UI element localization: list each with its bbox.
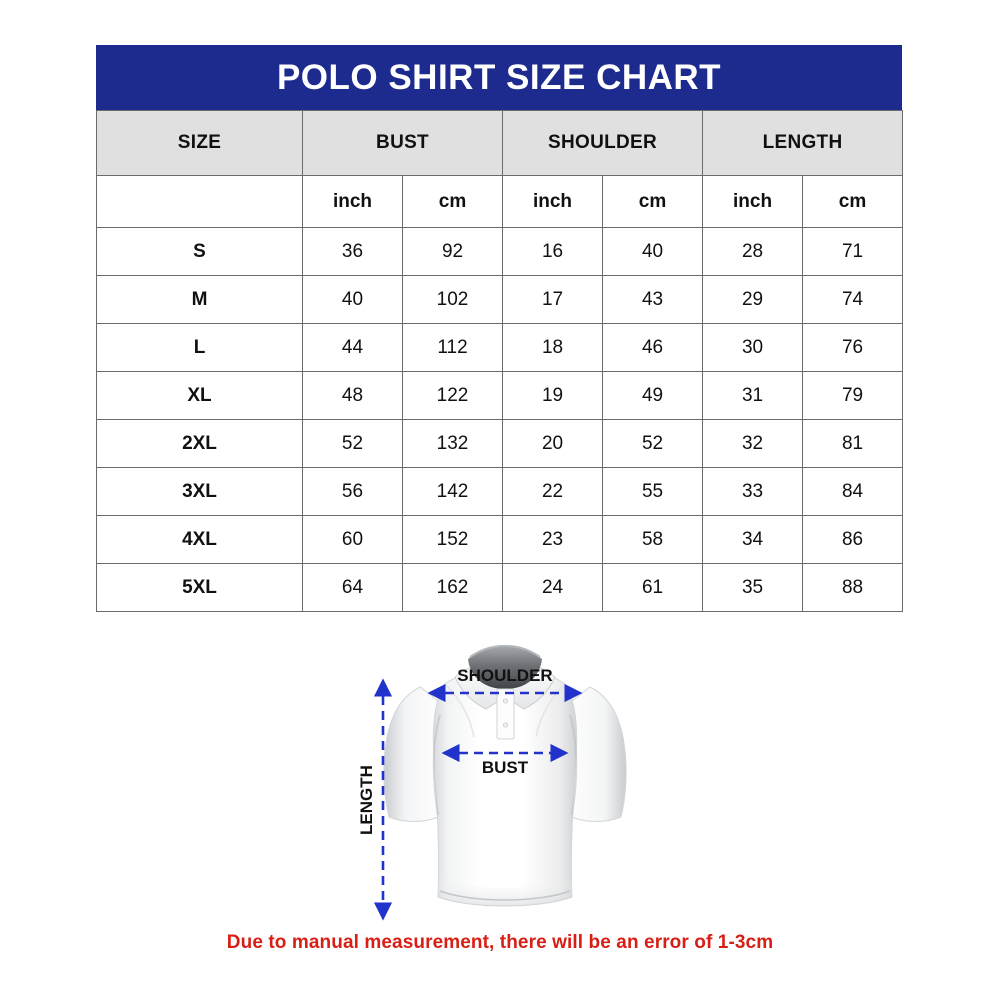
cell-bust-inch: 52 — [302, 419, 403, 468]
cell-shoulder-cm: 52 — [602, 419, 704, 468]
column-header-shoulder: SHOULDER — [502, 110, 704, 176]
unit-header-bust-inch: inch — [302, 175, 403, 228]
cell-bust-inch: 56 — [302, 467, 403, 516]
cell-size: M — [96, 275, 303, 324]
cell-bust-inch: 36 — [302, 227, 403, 276]
cell-bust-cm: 112 — [401, 323, 504, 372]
cell-length-cm: 81 — [802, 419, 904, 468]
table-row: 4XL 60 152 23 58 34 86 — [96, 515, 904, 564]
size-chart-container: POLO SHIRT SIZE CHART SIZE BUST SHOULDER… — [96, 45, 904, 612]
cell-length-cm: 86 — [802, 515, 904, 564]
cell-shoulder-inch: 16 — [502, 227, 604, 276]
cell-shoulder-inch: 24 — [502, 563, 604, 612]
cell-shoulder-cm: 43 — [602, 275, 704, 324]
cell-size: 2XL — [96, 419, 303, 468]
unit-header-bust-cm: cm — [401, 175, 504, 228]
column-header-length: LENGTH — [702, 110, 904, 176]
cell-length-cm: 76 — [802, 323, 904, 372]
cell-shoulder-inch: 18 — [502, 323, 604, 372]
cell-bust-cm: 142 — [401, 467, 504, 516]
page-title: POLO SHIRT SIZE CHART — [276, 58, 722, 97]
cell-size: XL — [96, 371, 303, 420]
cell-size: 5XL — [96, 563, 303, 612]
cell-shoulder-inch: 17 — [502, 275, 604, 324]
cell-bust-cm: 152 — [401, 515, 504, 564]
table-row: M 40 102 17 43 29 74 — [96, 275, 904, 324]
cell-shoulder-inch: 22 — [502, 467, 604, 516]
shirt-right-armhole — [569, 714, 578, 816]
cell-shoulder-cm: 55 — [602, 467, 704, 516]
cell-length-cm: 74 — [802, 275, 904, 324]
unit-header-length-cm: cm — [802, 175, 904, 228]
shirt-hem-line — [439, 890, 571, 901]
cell-size: 3XL — [96, 467, 303, 516]
cell-bust-inch: 64 — [302, 563, 403, 612]
length-label: LENGTH — [357, 765, 376, 835]
cell-bust-inch: 40 — [302, 275, 403, 324]
cell-length-inch: 32 — [702, 419, 804, 468]
cell-length-inch: 35 — [702, 563, 804, 612]
table-row: 2XL 52 132 20 52 32 81 — [96, 419, 904, 468]
table-unit-header-row: inch cm inch cm inch cm — [96, 175, 904, 228]
cell-length-inch: 31 — [702, 371, 804, 420]
shirt-collar-inner — [468, 645, 542, 689]
cell-size: S — [96, 227, 303, 276]
cell-shoulder-inch: 20 — [502, 419, 604, 468]
column-header-bust: BUST — [301, 110, 504, 176]
shirt-button-bottom — [502, 722, 508, 728]
cell-shoulder-inch: 19 — [502, 371, 604, 420]
cell-length-inch: 34 — [702, 515, 804, 564]
measurement-diagram: SHOULDER BUST LENGTH — [0, 625, 1000, 930]
shirt-collar-edge — [469, 644, 541, 658]
shirt-placket — [496, 688, 515, 740]
cell-bust-cm: 162 — [401, 563, 504, 612]
cell-bust-inch: 60 — [302, 515, 403, 564]
table-row: L 44 112 18 46 30 76 — [96, 323, 904, 372]
cell-shoulder-cm: 49 — [602, 371, 704, 420]
cell-length-inch: 30 — [702, 323, 804, 372]
cell-length-cm: 84 — [802, 467, 904, 516]
cell-shoulder-cm: 46 — [602, 323, 704, 372]
shirt-left-armhole — [432, 714, 441, 816]
cell-bust-inch: 48 — [302, 371, 403, 420]
unit-header-shoulder-cm: cm — [602, 175, 704, 228]
cell-shoulder-cm: 40 — [602, 227, 704, 276]
cell-length-inch: 28 — [702, 227, 804, 276]
cell-shoulder-cm: 58 — [602, 515, 704, 564]
chart-title-bar: POLO SHIRT SIZE CHART — [96, 45, 902, 110]
bust-label: BUST — [482, 758, 529, 777]
size-chart-table: SIZE BUST SHOULDER LENGTH inch cm inch c… — [96, 110, 904, 612]
unit-header-shoulder-inch: inch — [502, 175, 604, 228]
table-row: 3XL 56 142 22 55 33 84 — [96, 467, 904, 516]
cell-bust-cm: 122 — [401, 371, 504, 420]
cell-length-cm: 71 — [802, 227, 904, 276]
table-group-header-row: SIZE BUST SHOULDER LENGTH — [96, 110, 904, 176]
measurement-disclaimer: Due to manual measurement, there will be… — [226, 932, 774, 953]
cell-shoulder-cm: 61 — [602, 563, 704, 612]
cell-bust-inch: 44 — [302, 323, 403, 372]
cell-length-cm: 79 — [802, 371, 904, 420]
table-row: S 36 92 16 40 28 71 — [96, 227, 904, 276]
cell-bust-cm: 102 — [401, 275, 504, 324]
cell-length-inch: 33 — [702, 467, 804, 516]
cell-length-inch: 29 — [702, 275, 804, 324]
column-header-size: SIZE — [96, 110, 303, 176]
shirt-button-top — [502, 698, 508, 704]
cell-length-cm: 88 — [802, 563, 904, 612]
unit-header-length-inch: inch — [702, 175, 804, 228]
table-row: 5XL 64 162 24 61 35 88 — [96, 563, 904, 612]
shoulder-label: SHOULDER — [457, 666, 552, 685]
cell-bust-cm: 92 — [401, 227, 504, 276]
table-row: XL 48 122 19 49 31 79 — [96, 371, 904, 420]
unit-header-blank — [96, 175, 303, 228]
cell-shoulder-inch: 23 — [502, 515, 604, 564]
cell-bust-cm: 132 — [401, 419, 504, 468]
cell-size: 4XL — [96, 515, 303, 564]
cell-size: L — [96, 323, 303, 372]
